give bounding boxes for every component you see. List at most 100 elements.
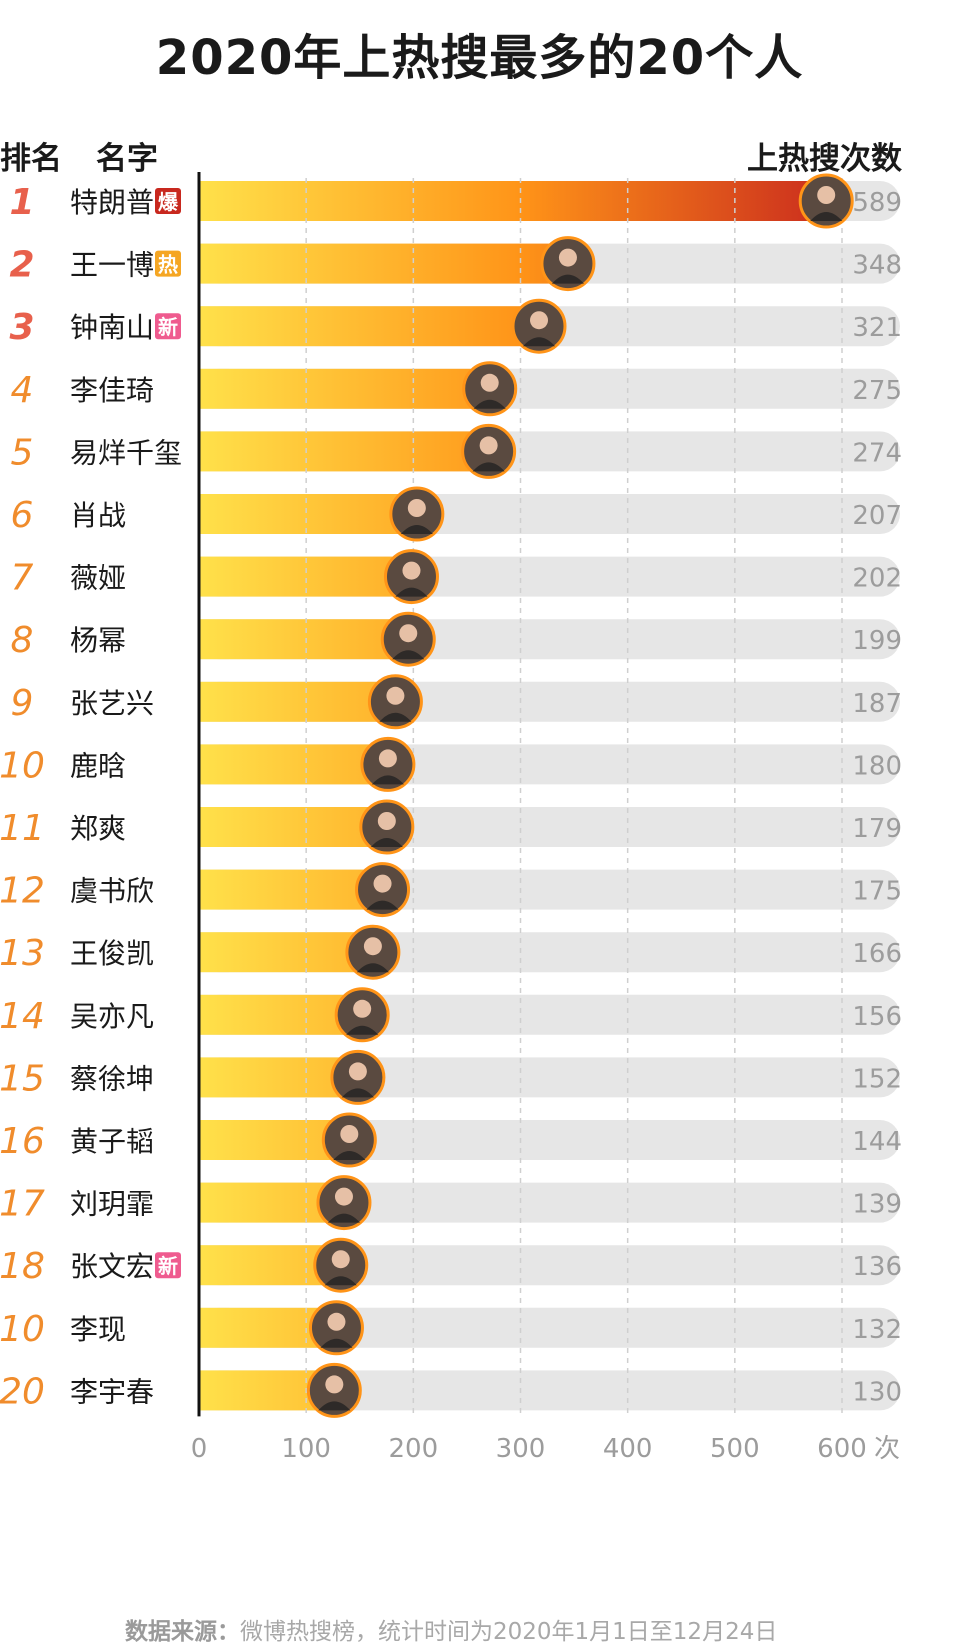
avatar-face	[479, 436, 498, 455]
rank-number: 13	[0, 933, 45, 974]
avatar-face	[334, 1187, 353, 1206]
avatar-face	[348, 1062, 367, 1081]
avatar-body	[473, 399, 506, 409]
avatar-body	[472, 462, 505, 472]
x-tick-label: 300	[496, 1434, 546, 1464]
grid-lines	[305, 178, 843, 1417]
x-tick-label: 200	[389, 1434, 439, 1464]
bar	[199, 556, 416, 597]
avatar-body	[379, 712, 412, 722]
avatar-body	[346, 1025, 379, 1035]
rank-number: 7	[11, 558, 34, 599]
chart-title: 2020年上热搜最多的20个人	[155, 30, 804, 86]
person-name: 王俊凯	[70, 937, 154, 970]
avatar-body	[371, 775, 404, 785]
avatar-body	[523, 337, 556, 347]
avatar-face	[386, 686, 405, 705]
avatar-body	[810, 212, 843, 221]
person-name: 李现	[70, 1313, 126, 1346]
bar	[199, 368, 494, 409]
avatar-body	[341, 1088, 374, 1098]
rank-number: 15	[0, 1058, 45, 1099]
rank-number: 1	[9, 182, 34, 223]
badge-label: 热	[158, 253, 178, 277]
value-label: 321	[852, 313, 902, 343]
rank-number: 10	[0, 745, 45, 786]
person-name: 钟南山	[70, 311, 154, 344]
avatar-body	[333, 1151, 366, 1160]
rank-number: 14	[0, 996, 45, 1037]
bar-markers	[306, 173, 854, 1418]
rank-number: 18	[0, 1246, 45, 1287]
bar	[199, 494, 421, 534]
avatar-face	[373, 874, 392, 893]
bar-track	[199, 1245, 900, 1286]
avatar-body	[395, 587, 428, 597]
avatar-body	[320, 1338, 353, 1348]
value-label: 275	[852, 376, 902, 406]
rank-number: 11	[0, 808, 45, 849]
person-name: 黄子韬	[70, 1125, 154, 1158]
value-label: 132	[852, 1315, 902, 1345]
avatar-body	[366, 900, 399, 910]
badge-label: 爆	[158, 190, 179, 214]
person-name: 杨幂	[70, 624, 126, 657]
x-tick-label: 600	[817, 1434, 867, 1464]
badge-box	[155, 250, 181, 277]
value-label: 166	[852, 939, 902, 969]
value-label: 130	[852, 1377, 902, 1407]
rank-number: 6	[11, 495, 34, 536]
avatar-face	[817, 186, 836, 204]
bar-track	[199, 1182, 900, 1223]
value-label: 348	[852, 251, 902, 281]
avatar-face	[378, 749, 397, 768]
value-label: 144	[852, 1127, 902, 1157]
avatar-face	[407, 499, 426, 517]
person-name: 张文宏	[70, 1250, 154, 1283]
value-label: 202	[852, 564, 902, 594]
person-name: 虞书欣	[70, 875, 154, 908]
bar	[199, 306, 544, 347]
rank-number: 20	[0, 1371, 45, 1412]
person-name: 肖战	[70, 499, 126, 532]
value-label: 179	[852, 814, 902, 844]
avatar-body	[318, 1401, 351, 1411]
avatar-face	[325, 1375, 344, 1394]
avatar-body	[370, 838, 403, 847]
badge-label: 新	[158, 1254, 178, 1278]
avatar-face	[331, 1250, 350, 1269]
rank-header: 排名	[0, 141, 62, 177]
rank-number: 16	[0, 1121, 45, 1162]
x-tick-label: 500	[710, 1434, 760, 1464]
rank-number: 10	[0, 1309, 45, 1350]
avatar-face	[363, 937, 382, 956]
avatar-body	[400, 525, 433, 534]
value-label: 207	[852, 501, 902, 531]
bar	[199, 431, 493, 472]
count-header: 上热搜次数	[747, 141, 902, 177]
badge-box	[155, 313, 181, 340]
person-name: 薇娅	[70, 562, 126, 595]
rank-number: 5	[11, 432, 34, 473]
avatar-face	[340, 1125, 359, 1143]
source-label: 数据来源：	[125, 1619, 240, 1645]
person-name: 易烊千玺	[70, 436, 182, 469]
avatar-face	[353, 999, 372, 1018]
rank-number: 4	[11, 370, 34, 411]
avatar-face	[402, 561, 421, 580]
x-tick-label: 0	[191, 1434, 208, 1464]
bar	[199, 181, 831, 221]
rank-number: 17	[0, 1184, 45, 1225]
rank-number: 8	[11, 620, 34, 661]
value-label: 180	[852, 751, 902, 781]
value-label: 187	[852, 689, 902, 719]
avatar-face	[530, 311, 549, 330]
x-axis-unit: 次	[874, 1434, 900, 1464]
bar-track	[199, 1370, 900, 1411]
avatar-body	[551, 274, 584, 284]
person-name: 蔡徐坤	[70, 1062, 154, 1095]
person-name: 王一博	[70, 249, 154, 282]
badge-box	[155, 1252, 181, 1279]
badge-box	[155, 188, 181, 214]
